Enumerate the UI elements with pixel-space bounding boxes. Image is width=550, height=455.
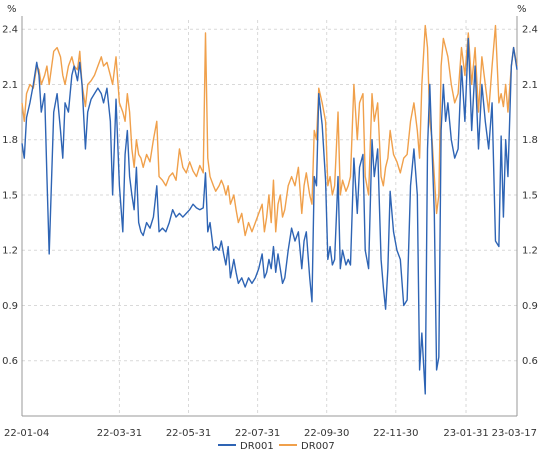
y-tick-label-right: 1.5 [522, 190, 538, 201]
y-tick-label-right: 1.8 [522, 135, 538, 146]
y-tick-label-right: 2.4 [522, 25, 538, 36]
series-line-dr001 [21, 37, 518, 395]
y-axis-unit-left: % [7, 4, 17, 15]
y-tick-label-left: 2.4 [2, 25, 18, 36]
legend: DR001 DR007 [218, 441, 335, 452]
y-tick-label-left: 2.1 [2, 80, 18, 91]
x-tick-label: 22-01-04 [4, 428, 49, 439]
y-tick-label-left: 0.9 [2, 301, 18, 312]
y-tick-label-right: 2.1 [522, 80, 538, 91]
y-tick-label-right: 1.2 [522, 246, 538, 257]
x-tick-label: 22-07-31 [235, 428, 280, 439]
y-tick-label-left: 1.2 [2, 246, 18, 257]
x-tick-label: 22-11-30 [373, 428, 418, 439]
series-layer [21, 24, 518, 395]
axis-layer: 0.6 0.6 0.9 0.9 1.2 1.2 1.5 1.5 1.8 1.8 2.1 2.1 2.4 2… [2, 16, 538, 439]
x-tick-label: 23-01-31 [443, 428, 488, 439]
legend-label-dr001: DR001 [240, 441, 274, 452]
x-tick-label: 22-03-31 [97, 428, 142, 439]
series-line-dr007 [21, 24, 518, 237]
x-tick-label: 22-09-30 [304, 428, 349, 439]
y-tick-label-left: 1.8 [2, 135, 18, 146]
y-tick-label-right: 0.6 [522, 356, 538, 367]
y-tick-label-right: 0.9 [522, 301, 538, 312]
grid-layer [21, 20, 518, 416]
y-axis-unit-right: % [517, 4, 527, 15]
x-tick-label: 22-05-31 [166, 428, 211, 439]
y-tick-label-left: 0.6 [2, 356, 18, 367]
legend-label-dr007: DR007 [301, 441, 335, 452]
legend-item-dr001[interactable]: DR001 [218, 441, 274, 452]
legend-item-dr007[interactable]: DR007 [279, 441, 335, 452]
y-tick-label-left: 1.5 [2, 190, 18, 201]
x-tick-label: 23-03-17 [492, 428, 537, 439]
